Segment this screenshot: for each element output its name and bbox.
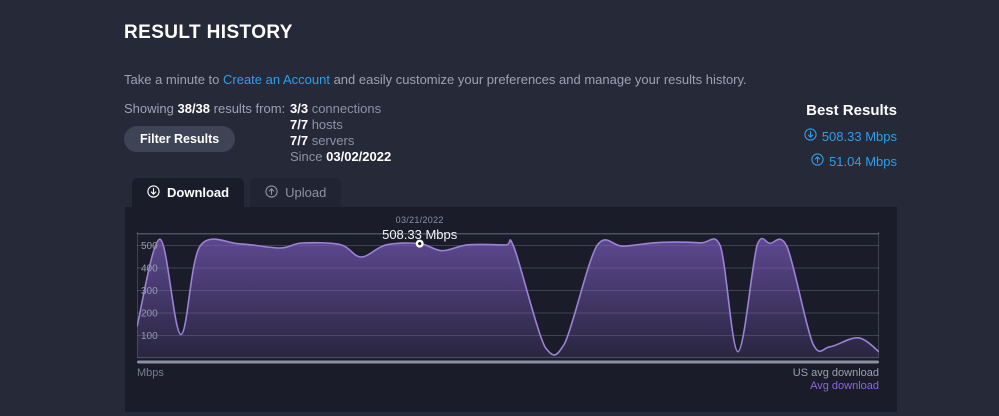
arrow-up-circle-icon <box>811 153 824 169</box>
intro-pre: Take a minute to <box>124 72 223 87</box>
tab-upload[interactable]: Upload <box>250 178 342 207</box>
tab-download[interactable]: Download <box>132 178 245 207</box>
page-title: RESULT HISTORY <box>124 22 293 43</box>
tooltip-date: 03/21/2022 <box>395 215 444 225</box>
chart-footer: Mbps US avg download Avg download <box>137 367 879 393</box>
best-results: Best Results 508.33 Mbps 51.04 Mbps <box>804 101 897 169</box>
tab-download-label: Download <box>167 185 230 200</box>
svg-text:300: 300 <box>141 286 158 297</box>
stat-connections: 3/3 connections <box>290 101 382 116</box>
stat-hosts: 7/7 hosts <box>290 117 343 132</box>
best-results-title: Best Results <box>806 102 897 119</box>
chart-panel: 03/21/2022 508.33 Mbps 100 200 300 400 500 M… <box>125 207 897 412</box>
tab-upload-label: Upload <box>285 185 327 200</box>
svg-text:500: 500 <box>141 241 158 252</box>
stat-servers: 7/7 servers <box>290 133 355 148</box>
arrow-down-circle-icon <box>147 184 160 201</box>
result-tabs: Download Upload <box>132 178 897 207</box>
svg-text:100: 100 <box>141 331 158 342</box>
intro-post: and easily customize your preferences an… <box>329 72 747 87</box>
svg-text:200: 200 <box>141 309 158 320</box>
meta-row: Showing 38/38 results from: Filter Resul… <box>124 101 897 169</box>
download-history-chart[interactable]: 100 200 300 400 500 <box>137 232 879 364</box>
arrow-down-circle-icon <box>804 128 817 144</box>
result-history-page: RESULT HISTORY Take a minute to Create a… <box>124 0 897 412</box>
showing-prefix: Showing <box>124 101 178 116</box>
showing-count: 38/38 <box>177 101 211 116</box>
legend-avg-download[interactable]: Avg download <box>810 380 879 392</box>
legend-us-avg-download[interactable]: US avg download <box>792 367 879 379</box>
svg-text:400: 400 <box>141 264 158 275</box>
stat-since: Since 03/02/2022 <box>290 149 392 164</box>
filter-results-button[interactable]: Filter Results <box>124 126 236 152</box>
showing-suffix: results from: <box>210 101 286 116</box>
create-account-link[interactable]: Create an Account <box>223 72 330 87</box>
showing-line: Showing 38/38 results from: <box>124 101 290 116</box>
arrow-up-circle-icon <box>265 184 278 201</box>
filter-stats: 3/3 connections 7/7 hosts 7/7 servers Si… <box>290 101 391 165</box>
showing-block: Showing 38/38 results from: Filter Resul… <box>124 101 290 152</box>
best-upload-value: 51.04 Mbps <box>804 153 897 169</box>
intro-text: Take a minute to Create an Account and e… <box>124 72 897 87</box>
y-axis-unit-label: Mbps <box>137 367 164 379</box>
chart-legend: US avg download Avg download <box>793 367 879 393</box>
best-download-value: 508.33 Mbps <box>804 128 897 144</box>
